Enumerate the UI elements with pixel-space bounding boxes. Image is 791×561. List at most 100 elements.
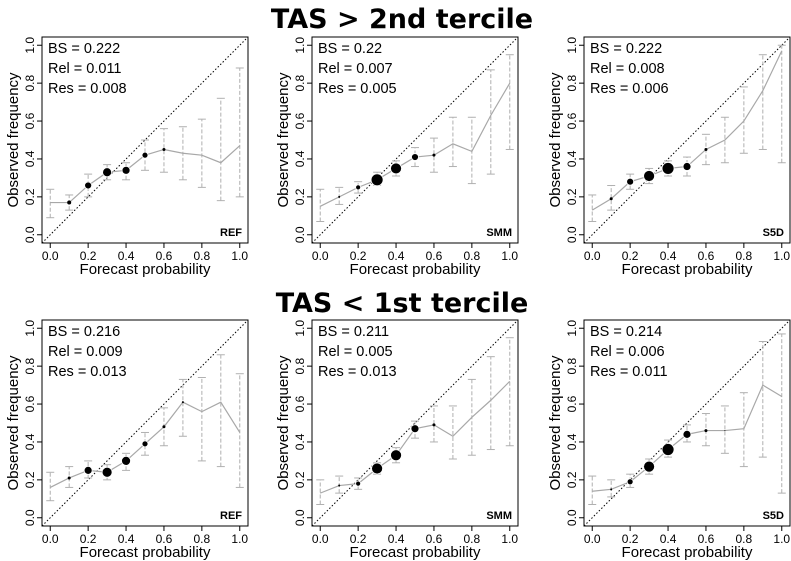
y-tick-label: 0.0 — [565, 509, 579, 526]
data-point — [411, 153, 419, 161]
data-point — [704, 147, 708, 151]
x-tick-label: 0.8 — [194, 249, 211, 263]
diagonal-reference-line — [311, 319, 519, 527]
stat-label: Rel = 0.007 — [318, 61, 393, 77]
y-tick-label: 0.8 — [293, 74, 307, 91]
data-point — [355, 480, 362, 487]
y-axis-title: Observed frequency — [275, 72, 292, 208]
panel-s5d-upper: 0.0 0.2 0.4 0.6 0.8 1.0 0.0 0.2 0.4 0.6 0.8 1.0 Fore… — [547, 36, 791, 278]
row-title-upper: TAS > 2nd tercile — [271, 4, 533, 35]
data-point — [162, 147, 166, 151]
y-axis-title: Observed frequency — [547, 72, 564, 208]
x-axis-title: Forecast probability — [80, 544, 211, 561]
y-axis-title: Observed frequency — [275, 355, 292, 491]
x-tick-label: 0.6 — [156, 532, 173, 546]
x-tick-label: 0.6 — [698, 532, 715, 546]
diagonal-reference-line — [311, 36, 519, 244]
x-tick-label: 0.4 — [388, 249, 405, 263]
data-point — [338, 195, 341, 198]
data-point — [390, 449, 402, 462]
y-axis-title: Observed frequency — [5, 72, 22, 208]
data-point — [626, 478, 634, 486]
x-tick-label: 0.2 — [80, 249, 97, 263]
x-tick-label: 0.8 — [464, 249, 481, 263]
data-point — [626, 177, 635, 186]
stat-label: Rel = 0.008 — [590, 61, 665, 77]
x-tick-label: 0.2 — [622, 532, 639, 546]
x-tick-label: 0.4 — [118, 532, 135, 546]
y-tick-label: 0.0 — [293, 509, 307, 526]
y-tick-label: 1.0 — [23, 37, 37, 54]
y-tick-label: 0.2 — [565, 471, 579, 488]
data-point — [643, 170, 655, 182]
stat-label: BS = 0.222 — [590, 41, 662, 57]
y-axis-title: Observed frequency — [547, 355, 564, 491]
y-tick-label: 0.0 — [23, 226, 37, 243]
x-tick-label: 0.2 — [80, 532, 97, 546]
model-label: REF — [220, 510, 242, 522]
stat-label: Res = 0.011 — [590, 364, 668, 380]
model-label: REF — [220, 227, 242, 239]
x-tick-label: 1.0 — [231, 532, 248, 546]
y-tick-label: 0.8 — [565, 357, 579, 374]
y-tick-label: 0.4 — [565, 150, 579, 167]
y-tick-label: 1.0 — [293, 320, 307, 337]
data-point — [83, 465, 93, 475]
x-tick-label: 0.0 — [42, 532, 59, 546]
y-tick-label: 0.0 — [293, 226, 307, 243]
diagonal-reference-line — [583, 36, 791, 244]
data-point — [643, 460, 655, 473]
x-tick-label: 0.2 — [350, 249, 367, 263]
data-point — [704, 429, 708, 433]
data-point — [162, 425, 166, 429]
data-point — [67, 476, 71, 480]
x-tick-label: 1.0 — [231, 249, 248, 263]
x-axis-title: Forecast probability — [80, 261, 211, 278]
x-tick-label: 1.0 — [501, 532, 518, 546]
x-tick-label: 0.8 — [736, 249, 753, 263]
data-point — [141, 440, 149, 448]
model-label: SMM — [486, 510, 512, 522]
x-tick-label: 0.6 — [156, 249, 173, 263]
data-point — [371, 462, 383, 475]
panel-s5d-lower: 0.0 0.2 0.4 0.6 0.8 1.0 0.0 0.2 0.4 0.6 0.8 1.0 Fore… — [547, 319, 791, 561]
panel-smm-upper: 0.0 0.2 0.4 0.6 0.8 1.0 0.0 0.2 0.4 0.6 0.8 1.0 Fore… — [275, 36, 519, 278]
stat-label: Rel = 0.011 — [48, 61, 122, 77]
y-tick-label: 0.4 — [23, 150, 37, 167]
y-tick-label: 1.0 — [565, 320, 579, 337]
plot-frame — [41, 36, 249, 244]
data-point — [101, 466, 113, 478]
data-point — [67, 200, 72, 205]
plot-frame — [583, 36, 791, 244]
stat-label: BS = 0.22 — [318, 41, 382, 57]
plot-frame — [583, 319, 791, 527]
x-tick-label: 0.6 — [426, 249, 443, 263]
data-point — [121, 165, 131, 175]
diagonal-reference-line — [583, 319, 791, 527]
diagonal-reference-line — [41, 36, 249, 244]
y-tick-label: 0.6 — [23, 395, 37, 412]
model-label: S5D — [763, 227, 784, 239]
y-tick-label: 0.2 — [293, 471, 307, 488]
y-tick-label: 0.4 — [293, 433, 307, 450]
stat-label: Rel = 0.009 — [48, 344, 123, 360]
x-tick-label: 0.8 — [736, 532, 753, 546]
y-tick-label: 0.6 — [565, 112, 579, 129]
stat-label: Res = 0.013 — [48, 364, 127, 380]
data-point — [410, 424, 420, 434]
x-tick-label: 0.0 — [312, 249, 329, 263]
y-axis-title: Observed frequency — [5, 355, 22, 491]
x-tick-label: 0.8 — [194, 532, 211, 546]
x-axis-title: Forecast probability — [622, 544, 753, 561]
stat-label: BS = 0.222 — [48, 41, 120, 57]
data-point — [661, 443, 675, 456]
y-tick-label: 0.4 — [23, 433, 37, 450]
x-axis-title: Forecast probability — [622, 261, 753, 278]
model-label: SMM — [486, 227, 512, 239]
stat-label: Res = 0.006 — [590, 81, 669, 97]
data-point — [610, 488, 613, 491]
data-point — [661, 162, 675, 175]
x-tick-label: 0.0 — [584, 249, 601, 263]
x-tick-label: 0.4 — [118, 249, 135, 263]
x-tick-label: 0.6 — [698, 249, 715, 263]
